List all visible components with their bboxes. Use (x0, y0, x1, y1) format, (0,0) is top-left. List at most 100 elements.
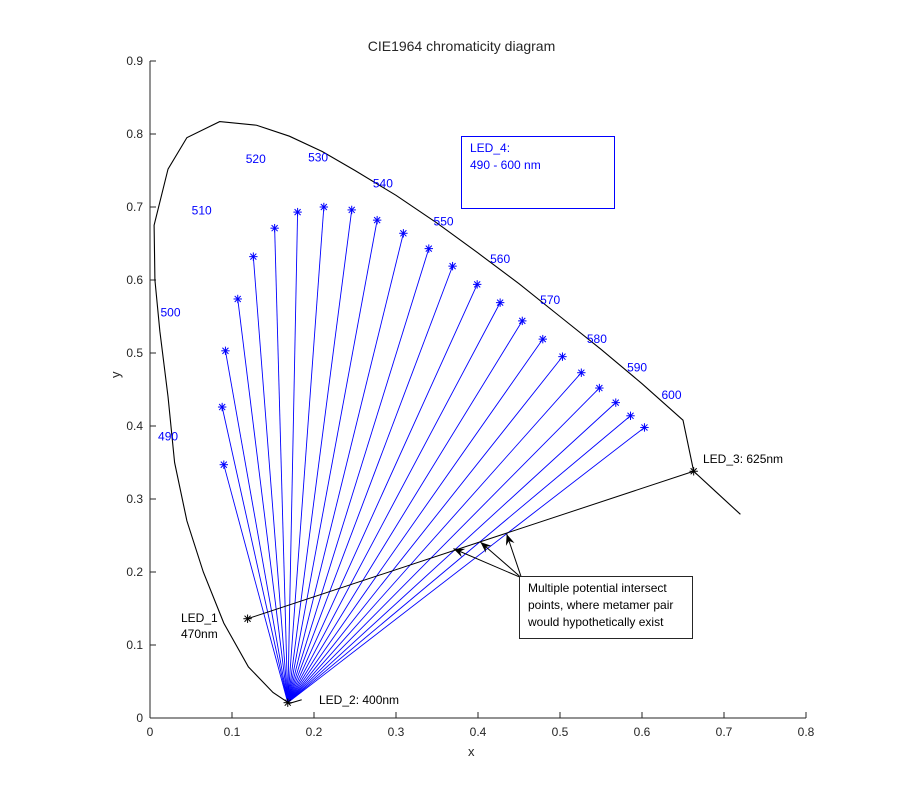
led4-point (219, 460, 228, 469)
led4-point (495, 298, 505, 307)
led4-point (293, 207, 302, 217)
led4-line (287, 338, 544, 703)
led4-line (287, 320, 523, 703)
x-tick-label: 0.3 (388, 725, 405, 739)
led1-wavelength-label: 470nm (181, 627, 218, 641)
led4-line (287, 209, 353, 703)
led4-point (577, 368, 586, 377)
led2-label: LED_2: 400nm (319, 693, 399, 707)
led4-line (237, 298, 289, 703)
y-axis-label: y (108, 371, 123, 379)
led4-line (274, 228, 289, 703)
led4-annotation-box: LED_4: 490 - 600 nm (461, 136, 615, 209)
star-stroke (612, 399, 620, 407)
y-tick-label: 0.1 (126, 638, 143, 652)
star-stroke (518, 317, 526, 325)
led4-point (472, 280, 482, 289)
led4-line (287, 284, 478, 703)
x-tick-label: 0.8 (798, 725, 815, 739)
x-tick-label: 0.6 (634, 725, 651, 739)
led4-line (287, 387, 600, 703)
star-stroke (496, 299, 504, 307)
led4-line (221, 406, 289, 703)
led3-point (689, 467, 698, 476)
wavelength-label: 570 (540, 293, 560, 307)
led4-point (233, 294, 242, 304)
wavelength-label: 580 (587, 332, 607, 346)
arrow-head (480, 542, 492, 553)
y-tick-label: 0.2 (126, 565, 143, 579)
led4-line (287, 415, 631, 704)
y-tick-label: 0.9 (126, 54, 143, 68)
star-stroke (595, 384, 603, 392)
star-stroke (627, 412, 634, 420)
led3-label: LED_3: 625nm (703, 452, 783, 466)
led4-line (252, 256, 289, 703)
led4-point (372, 215, 382, 225)
led4-line (287, 233, 404, 703)
star-stroke (249, 253, 257, 261)
wavelength-label: 490 (158, 430, 178, 444)
led4-point (626, 411, 635, 420)
led4-line (223, 464, 289, 703)
star-stroke (244, 615, 251, 623)
arrow-head (505, 534, 515, 546)
led1-point (243, 614, 252, 623)
x-tick-label: 0.1 (224, 725, 241, 739)
y-tick-label: 0.6 (126, 273, 143, 287)
star-stroke (218, 403, 226, 411)
star-stroke (320, 203, 328, 211)
led4-point (518, 316, 527, 326)
intersect-annotation-line1: Multiple potential intersect (528, 581, 667, 595)
star-stroke (425, 245, 433, 252)
chart-title: CIE1964 chromaticity diagram (367, 38, 556, 54)
led4-line (287, 265, 454, 703)
led4-point (347, 205, 356, 215)
star-stroke (271, 224, 279, 232)
x-tick-label: 0.7 (716, 725, 733, 739)
star-stroke (539, 335, 547, 343)
led4-line (287, 356, 563, 703)
intersect-annotation-box: Multiple potential intersect points, whe… (519, 576, 693, 639)
x-axis-label: x (468, 744, 475, 759)
wavelength-labels: 490 500 510 520 530 540 550 560 570 580 590 600 (158, 151, 682, 444)
led4-point (270, 223, 279, 233)
wavelength-label: 510 (192, 203, 212, 217)
star-stroke (449, 262, 456, 270)
x-tick-label: 0 (147, 725, 154, 739)
intersect-arrows (453, 533, 522, 579)
wavelength-label: 520 (246, 152, 266, 166)
star-stroke (473, 281, 481, 288)
star-stroke (348, 206, 356, 214)
star-stroke (690, 467, 698, 475)
star-stroke (284, 699, 292, 707)
y-tick-label: 0.3 (126, 492, 143, 506)
led2-point (283, 698, 292, 707)
led4-point (424, 244, 433, 253)
led4-line (287, 212, 299, 703)
intersect-annotation-line2: points, where metamer pair (528, 598, 674, 612)
led1-led3-line (247, 470, 694, 620)
led4-point (399, 229, 408, 238)
led4-line (287, 372, 582, 703)
spectral-locus-curve (153, 121, 741, 705)
led4-line (287, 248, 430, 703)
led4-line (287, 427, 645, 704)
star-stroke (220, 461, 228, 469)
intersect-annotation-line3: would hypothetically exist (528, 615, 664, 629)
star-stroke (294, 208, 301, 216)
y-tick-label: 0 (136, 711, 143, 725)
arrow-head (453, 548, 466, 558)
led4-point (640, 423, 649, 432)
led4-annotation-line1: LED_4: (470, 141, 511, 155)
arrow-shaft (453, 548, 522, 579)
star-stroke (577, 369, 585, 377)
x-tick-label: 0.4 (470, 725, 487, 739)
wavelength-label: 500 (160, 306, 180, 320)
y-tick-label: 0.8 (126, 127, 143, 141)
led1-label: LED_1 (181, 611, 218, 625)
axes: 0 0.1 0.2 0.3 0.4 0.5 0.6 0.7 0.8 0 0.1 0.2 0.3 0.4 0.… (126, 54, 814, 739)
wavelength-label: 540 (373, 176, 393, 190)
star-stroke (559, 353, 566, 361)
